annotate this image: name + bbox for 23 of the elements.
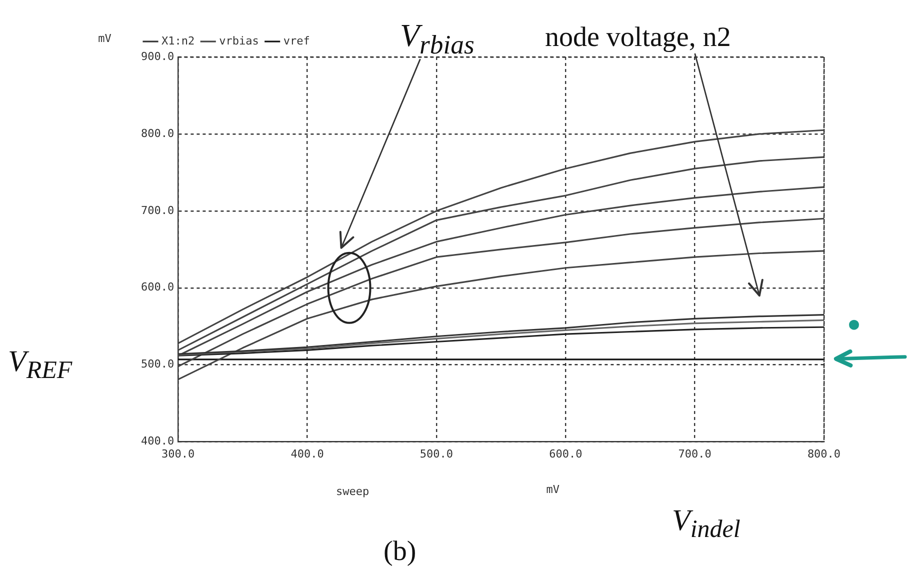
y-tick-label: 800.0	[140, 126, 174, 140]
y-axis-title: mV	[98, 32, 112, 44]
text: V$_{REF}$	[8, 344, 72, 384]
text: (b)	[384, 536, 416, 567]
text: node voltage, n2	[545, 22, 731, 53]
y-tick-label: 600.0	[140, 280, 174, 294]
legend-label: vref	[283, 34, 310, 48]
x-axis-title: sweep	[336, 485, 370, 498]
y-tick-label: 400.0	[140, 434, 174, 448]
legend-label: vrbias	[219, 34, 259, 48]
y-tick-label: 500.0	[140, 358, 174, 371]
x-tick-label: 700.0	[678, 447, 712, 460]
text: V$_{indel}$	[672, 504, 740, 543]
x-tick-label: 400.0	[290, 447, 324, 460]
y-tick-label: 900.0	[140, 50, 174, 63]
y-tick-label: 700.0	[140, 204, 174, 217]
legend-label: X1:n2	[162, 34, 195, 48]
x-tick-label: 500.0	[420, 447, 454, 460]
x-tick-label: 300.0	[162, 447, 195, 460]
x-tick-label: 800.0	[807, 447, 841, 460]
x-tick-label: 600.0	[549, 447, 582, 460]
text: mV	[546, 483, 560, 496]
annotation: V$_{rbias}$	[400, 16, 474, 59]
